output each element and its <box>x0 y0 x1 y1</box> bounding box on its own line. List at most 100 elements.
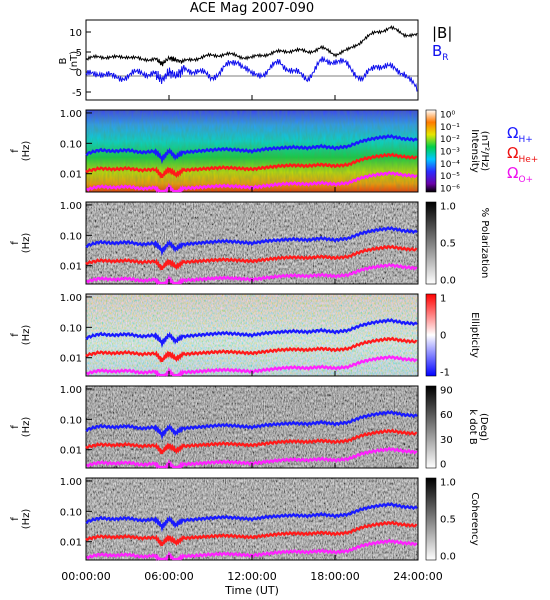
ellipticity-colorbar-ticks: 1 0 -1 <box>440 294 450 379</box>
legend-h-plus: ΩH+ <box>507 124 533 145</box>
freq-ylabel-unit: (Hz) <box>21 141 32 162</box>
gyrofrequency-lines <box>85 133 418 562</box>
field-panel: 10 5 0 -5 B (nT) |B| BR <box>58 19 452 101</box>
colorbar-tick-label: 10⁻¹ <box>440 123 460 133</box>
x-tick-label: 12:00:00 <box>227 570 276 583</box>
freq-tick-label: 0.10 <box>60 139 82 150</box>
freq-ylabel-f: f <box>10 517 21 521</box>
he-plus-gyro-line <box>85 244 418 271</box>
x-tick-label: 24:00:00 <box>393 570 442 583</box>
x-tick-label: 18:00:00 <box>310 570 359 583</box>
colorbar-tick-label: 1.0 <box>440 478 456 489</box>
legend-br: BR <box>432 42 449 63</box>
he-plus-gyro-line <box>85 336 418 363</box>
freq-tick-label: 1.00 <box>60 293 82 304</box>
ellipticity-colorbar-label: Ellipticity <box>469 312 480 358</box>
colorbar-tick-label: 60 <box>440 410 453 421</box>
colorbar-tick-label: 10⁰ <box>440 111 455 121</box>
he-plus-gyro-line <box>85 520 418 547</box>
h-plus-gyro-line <box>85 317 418 349</box>
legend-he-plus: ΩHe+ <box>507 144 538 165</box>
freq-tick-label: 0.01 <box>60 262 82 273</box>
colorbar-tick-label: 1.0 <box>440 202 456 213</box>
freq-ylabel-unit: (Hz) <box>21 509 32 530</box>
field-ytick-label: 0 <box>76 68 82 79</box>
colorbar-tick-label: 10⁻⁵ <box>440 172 460 182</box>
freq-tick-label: 0.10 <box>60 507 82 518</box>
x-tick-label: 00:00:00 <box>61 570 110 583</box>
freq-tick-label: 0.01 <box>60 538 82 549</box>
br-line <box>85 56 418 92</box>
colorbar-tick-label: 0.5 <box>440 515 456 526</box>
colorbar-tick-label: 10⁻⁶ <box>440 185 460 195</box>
o-plus-gyro-line <box>85 446 418 470</box>
field-plot-frame <box>85 19 419 101</box>
intensity-colorbar-ticks: 10⁰ 10⁻¹ 10⁻² 10⁻³ 10⁻⁴ 10⁻⁵ 10⁻⁶ <box>440 111 460 195</box>
polarization-colorbar <box>425 201 437 285</box>
field-ylabel-line2: (nT) <box>69 51 80 71</box>
colorbar-tick-label: -1 <box>440 368 450 379</box>
polarization-colorbar-label: % Polarization <box>479 208 490 279</box>
h-plus-gyro-line <box>85 409 418 441</box>
freq-ylabel-unit: (Hz) <box>21 325 32 346</box>
freq-ylabel-unit: (Hz) <box>21 233 32 254</box>
freq-tick-label: 0.01 <box>60 354 82 365</box>
coherency-colorbar-label: Coherency <box>469 492 480 545</box>
freq-ylabel-f: f <box>10 149 21 153</box>
field-ytick-label: 10 <box>69 28 82 39</box>
colorbar-tick-label: 10⁻² <box>440 135 460 145</box>
colorbar-tick-label: 0.0 <box>440 552 456 563</box>
colorbar-tick-label: 0.0 <box>440 276 456 287</box>
field-lines <box>85 24 418 92</box>
freq-tick-label: 0.10 <box>60 415 82 426</box>
kdotb-colorbar-label-line2: (Deg) <box>478 413 489 441</box>
time-axis: 00:00:00 06:00:00 12:00:00 18:00:00 24:00:00 <box>61 95 443 583</box>
colorbar-tick-label: 0 <box>440 331 446 342</box>
btotal-line <box>85 24 418 67</box>
coherency-colorbar-ticks: 1.0 0.5 0.0 <box>440 478 456 563</box>
freq-tick-label: 0.10 <box>60 231 82 242</box>
freq-tick-label: 1.00 <box>60 109 82 120</box>
colorbar-tick-label: 30 <box>440 435 453 446</box>
ellipticity-colorbar <box>425 293 437 377</box>
field-ytick-label: -5 <box>72 88 82 99</box>
o-plus-gyro-line <box>85 262 418 286</box>
freq-tick-label: 0.01 <box>60 170 82 181</box>
legend-o-plus: ΩO+ <box>507 164 533 185</box>
frequency-axis-labels: 1.000.100.01f (Hz)1.000.100.01f (Hz)1.000.… <box>10 109 92 549</box>
o-plus-gyro-line <box>85 170 418 194</box>
intensity-colorbar-label-line1: Intensity <box>469 129 480 173</box>
x-axis-label: Time (UT) <box>224 584 279 597</box>
x-tick-label: 06:00:00 <box>144 570 193 583</box>
field-ytick-label: 5 <box>76 48 82 59</box>
legend-btotal: |B| <box>432 24 452 42</box>
freq-ylabel-f: f <box>10 425 21 429</box>
o-plus-gyro-line <box>85 538 418 562</box>
h-plus-gyro-line <box>85 501 418 533</box>
kdotb-colorbar <box>425 385 437 469</box>
chart-title: ACE Mag 2007-090 <box>190 1 314 16</box>
polarization-colorbar-ticks: 1.0 0.5 0.0 <box>440 202 456 287</box>
he-plus-gyro-line <box>85 428 418 455</box>
colorbar-tick-label: 0 <box>440 460 446 471</box>
field-ylabel-line1: B <box>58 57 69 64</box>
freq-ylabel-unit: (Hz) <box>21 417 32 438</box>
colorbar-tick-label: 90 <box>440 386 453 397</box>
colorbar-tick-label: 10⁻⁴ <box>440 160 460 170</box>
freq-ylabel-f: f <box>10 241 21 245</box>
colorbar-tick-label: 10⁻³ <box>440 148 460 158</box>
intensity-colorbar <box>425 109 437 193</box>
freq-tick-label: 1.00 <box>60 201 82 212</box>
freq-tick-label: 0.10 <box>60 323 82 334</box>
freq-ylabel-f: f <box>10 333 21 337</box>
freq-tick-label: 1.00 <box>60 477 82 488</box>
intensity-colorbar-label-line2: (nT²/Hz) <box>479 131 490 171</box>
freq-tick-label: 1.00 <box>60 385 82 396</box>
h-plus-gyro-line <box>85 133 418 165</box>
kdotb-colorbar-label-line1: k dot B <box>467 409 478 445</box>
he-plus-gyro-line <box>85 152 418 179</box>
coherency-colorbar <box>425 477 437 561</box>
h-plus-gyro-line <box>85 225 418 257</box>
kdotb-colorbar-ticks: 90 60 30 0 <box>440 386 453 471</box>
